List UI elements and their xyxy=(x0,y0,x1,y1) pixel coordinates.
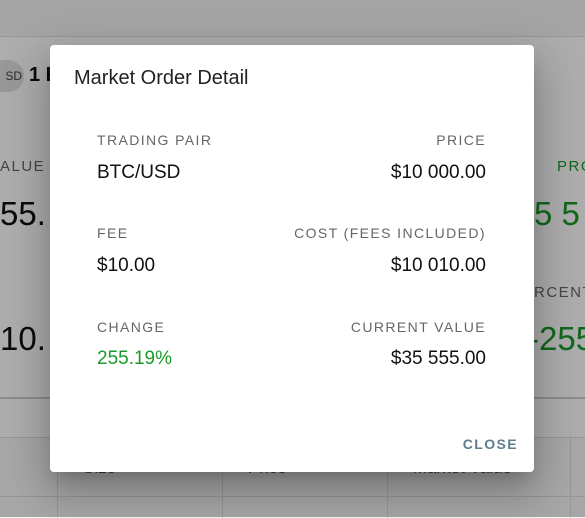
close-button[interactable]: CLOSE xyxy=(462,436,518,452)
change-label: CHANGE xyxy=(97,319,166,335)
change-value: 255.19% xyxy=(97,348,173,369)
table-header-cell xyxy=(570,438,585,518)
profit-label: PRO xyxy=(557,158,585,175)
market-order-detail-dialog: Market Order Detail TRADING PAIR BTC/USD… xyxy=(50,45,534,472)
percent-label: RCENT xyxy=(534,284,585,301)
table-row-divider xyxy=(0,496,585,497)
price-value: $10 000.00 xyxy=(390,162,486,183)
value-label: ALUE xyxy=(0,158,46,175)
profit-value: 5 5 xyxy=(534,195,580,232)
price-label: PRICE xyxy=(436,132,486,148)
value-amount: 55. xyxy=(0,195,46,232)
cost-value: $10 010.00 xyxy=(390,255,486,276)
cost-label: COST (FEES INCLUDED) xyxy=(294,225,486,241)
top-bar xyxy=(0,0,585,37)
dialog-title: Market Order Detail xyxy=(74,67,249,89)
secondary-amount: 10. xyxy=(0,320,46,357)
current-value-label: CURRENT VALUE xyxy=(350,319,486,335)
currency-chip[interactable]: SD xyxy=(0,60,24,92)
percent-value: -255 xyxy=(528,320,585,357)
trading-pair-value: BTC/USD xyxy=(97,162,181,183)
trading-pair-label: TRADING PAIR xyxy=(97,132,213,148)
fee-value: $10.00 xyxy=(97,255,156,276)
current-value-value: $35 555.00 xyxy=(390,348,486,369)
fee-label: FEE xyxy=(97,225,129,241)
